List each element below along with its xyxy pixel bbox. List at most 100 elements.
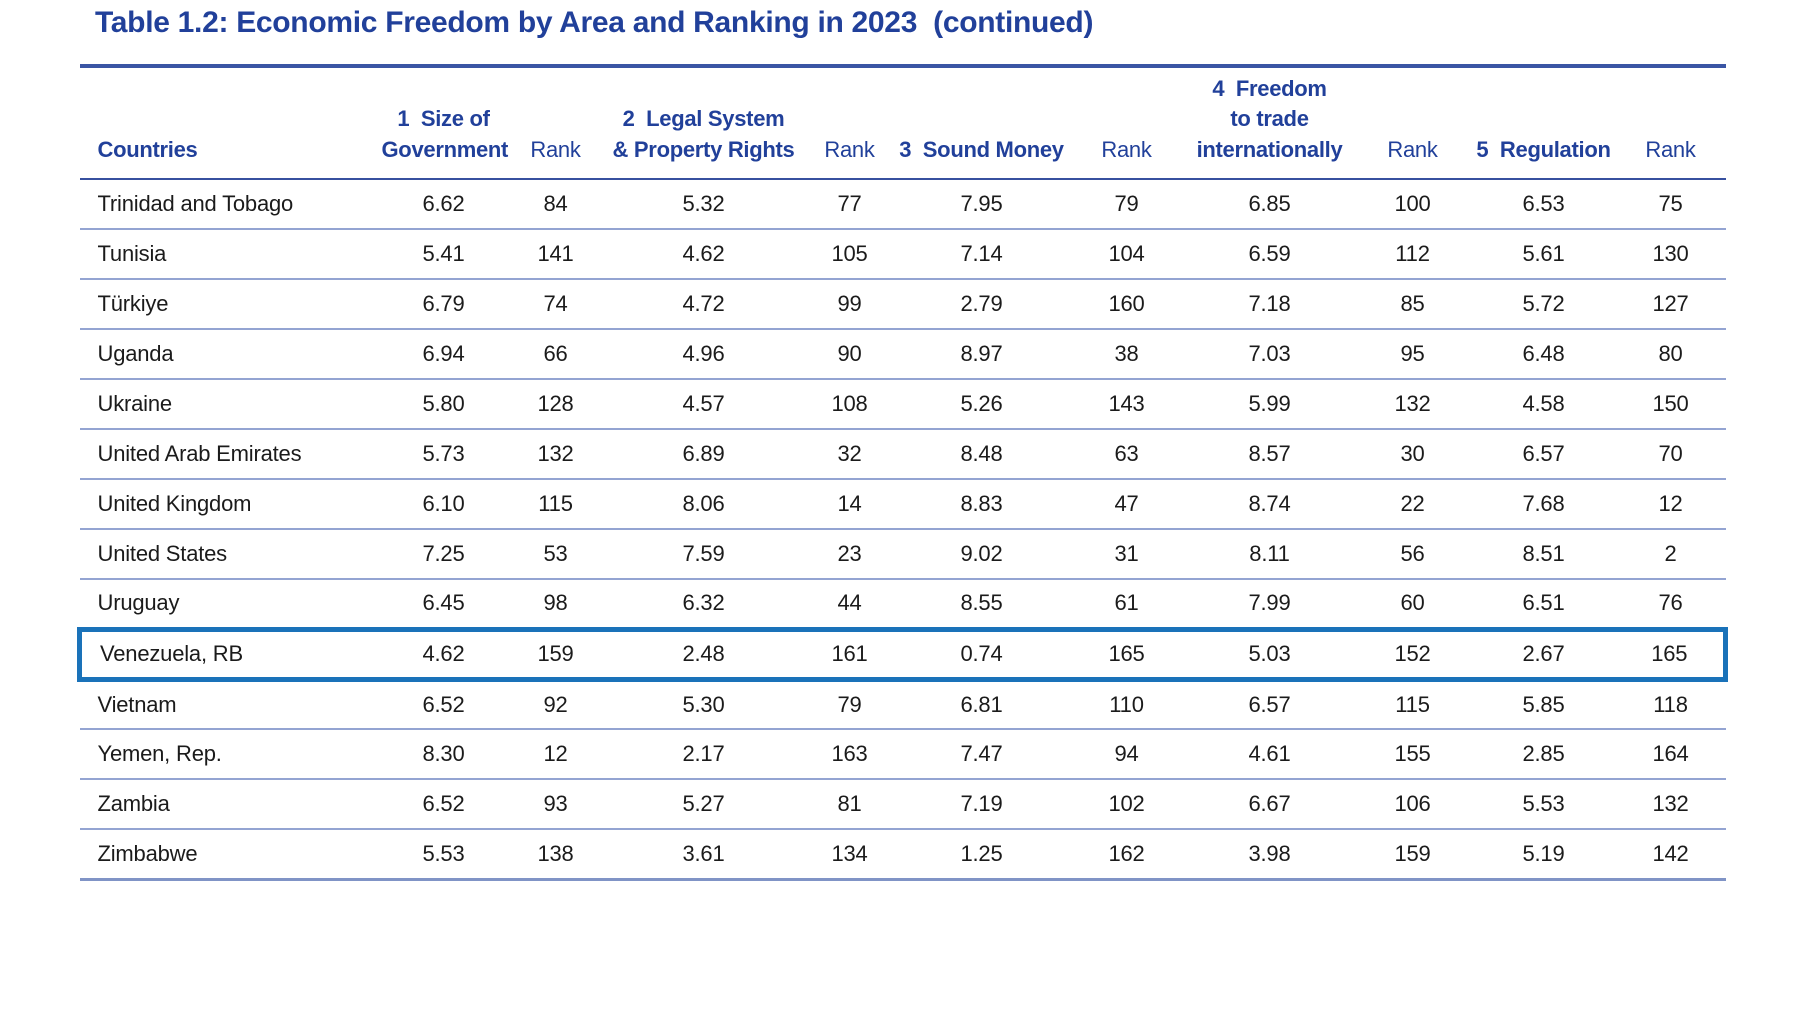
rank-cell: 32: [803, 429, 896, 481]
score-cell: 6.62: [379, 179, 508, 231]
score-cell: 6.67: [1185, 779, 1354, 831]
rank-cell: 132: [1615, 779, 1726, 831]
country-cell: Zimbabwe: [79, 829, 380, 881]
rank-cell: 132: [1353, 379, 1472, 431]
rank-cell: 115: [1353, 679, 1472, 731]
score-cell: 5.03: [1185, 626, 1354, 682]
score-cell: 8.11: [1185, 529, 1354, 581]
score-cell: 6.59: [1185, 229, 1354, 281]
rank-cell: 127: [1615, 279, 1726, 331]
table-row: Tunisia 5.41 141 4.62 105 7.14 104 6.59 112 5.61 1…: [79, 229, 1726, 281]
rank-cell: 38: [1067, 329, 1186, 381]
score-cell: 8.55: [895, 579, 1068, 631]
header-regulation: 5 Regulation: [1471, 63, 1616, 181]
country-cell: Ukraine: [79, 379, 380, 431]
table-row: United Kingdom 6.10 115 8.06 14 8.83 47 8.74 22 7…: [79, 479, 1726, 531]
score-cell: 4.57: [603, 379, 804, 431]
score-cell: 6.10: [379, 479, 508, 531]
score-cell: 6.81: [895, 679, 1068, 731]
score-cell: 8.51: [1471, 529, 1616, 581]
score-cell: 5.27: [603, 779, 804, 831]
rank-cell: 77: [803, 179, 896, 231]
rank-cell: 14: [803, 479, 896, 531]
table-row-highlighted: Venezuela, RB 4.62 159 2.48 161 0.74 165 5.03 15…: [77, 626, 1728, 682]
rank-cell: 90: [803, 329, 896, 381]
rank-cell: 79: [1067, 179, 1186, 231]
country-cell: Trinidad and Tobago: [79, 179, 380, 231]
rank-cell: 56: [1353, 529, 1472, 581]
score-cell: 5.30: [603, 679, 804, 731]
score-cell: 8.48: [895, 429, 1068, 481]
score-cell: 7.19: [895, 779, 1068, 831]
table-row: United Arab Emirates 5.73 132 6.89 32 8.48 63 8…: [79, 429, 1726, 481]
rank-cell: 143: [1067, 379, 1186, 431]
rank-cell: 31: [1067, 529, 1186, 581]
country-cell: United States: [79, 529, 380, 581]
rank-cell: 70: [1615, 429, 1726, 481]
score-cell: 6.32: [603, 579, 804, 631]
rank-cell: 161: [803, 626, 896, 682]
score-cell: 5.32: [603, 179, 804, 231]
rank-cell: 155: [1353, 729, 1472, 781]
score-cell: 4.96: [603, 329, 804, 381]
rank-cell: 106: [1353, 779, 1472, 831]
table-row: Ukraine 5.80 128 4.57 108 5.26 143 5.99 132 4.58 1…: [79, 379, 1726, 431]
rank-cell: 165: [1615, 626, 1728, 682]
country-cell: Tunisia: [79, 229, 380, 281]
score-cell: 2.17: [603, 729, 804, 781]
header-legal-system-property-rights: 2 Legal System & Property Rights: [603, 63, 804, 181]
score-cell: 7.14: [895, 229, 1068, 281]
table-row: Türkiye 6.79 74 4.72 99 2.79 160 7.18 85 5.72 127: [79, 279, 1726, 331]
header-row: Countries 1 Size of Government Rank 2 Le…: [79, 63, 1726, 181]
table-row: Zimbabwe 5.53 138 3.61 134 1.25 162 3.98 159 5.19…: [79, 829, 1726, 881]
rank-cell: 63: [1067, 429, 1186, 481]
rank-cell: 76: [1615, 579, 1726, 631]
score-cell: 5.80: [379, 379, 508, 431]
score-cell: 5.72: [1471, 279, 1616, 331]
rank-cell: 141: [507, 229, 604, 281]
country-cell: Yemen, Rep.: [79, 729, 380, 781]
score-cell: 8.06: [603, 479, 804, 531]
rank-cell: 115: [507, 479, 604, 531]
rank-cell: 118: [1615, 679, 1726, 731]
rank-cell: 100: [1353, 179, 1472, 231]
rank-cell: 93: [507, 779, 604, 831]
rank-cell: 98: [507, 579, 604, 631]
score-cell: 5.26: [895, 379, 1068, 431]
rank-cell: 94: [1067, 729, 1186, 781]
rank-cell: 165: [1067, 626, 1186, 682]
score-cell: 6.52: [379, 679, 508, 731]
rank-cell: 47: [1067, 479, 1186, 531]
score-cell: 6.79: [379, 279, 508, 331]
table-row: Vietnam 6.52 92 5.30 79 6.81 110 6.57 115 5.85 118: [79, 679, 1726, 731]
score-cell: 8.83: [895, 479, 1068, 531]
table-row: United States 7.25 53 7.59 23 9.02 31 8.11 56 8.5…: [79, 529, 1726, 581]
rank-cell: 85: [1353, 279, 1472, 331]
country-cell: Venezuela, RB: [77, 626, 380, 682]
score-cell: 5.73: [379, 429, 508, 481]
score-cell: 6.85: [1185, 179, 1354, 231]
score-cell: 6.48: [1471, 329, 1616, 381]
rank-cell: 130: [1615, 229, 1726, 281]
rank-cell: 66: [507, 329, 604, 381]
rank-cell: 22: [1353, 479, 1472, 531]
score-cell: 8.57: [1185, 429, 1354, 481]
score-cell: 4.62: [379, 626, 508, 682]
score-cell: 6.57: [1471, 429, 1616, 481]
score-cell: 4.58: [1471, 379, 1616, 431]
table-title: Table 1.2: Economic Freedom by Area and …: [95, 6, 1094, 39]
score-cell: 6.94: [379, 329, 508, 381]
score-cell: 6.52: [379, 779, 508, 831]
country-cell: Zambia: [79, 779, 380, 831]
rank-cell: 23: [803, 529, 896, 581]
score-cell: 4.61: [1185, 729, 1354, 781]
rank-cell: 12: [1615, 479, 1726, 531]
header-countries: Countries: [79, 63, 380, 181]
rank-cell: 60: [1353, 579, 1472, 631]
header-rank-size-of-government: Rank: [507, 63, 604, 181]
rank-cell: 159: [1353, 829, 1472, 881]
rank-cell: 108: [803, 379, 896, 431]
header-rank-regulation: Rank: [1615, 63, 1726, 181]
rank-cell: 132: [507, 429, 604, 481]
score-cell: 3.98: [1185, 829, 1354, 881]
